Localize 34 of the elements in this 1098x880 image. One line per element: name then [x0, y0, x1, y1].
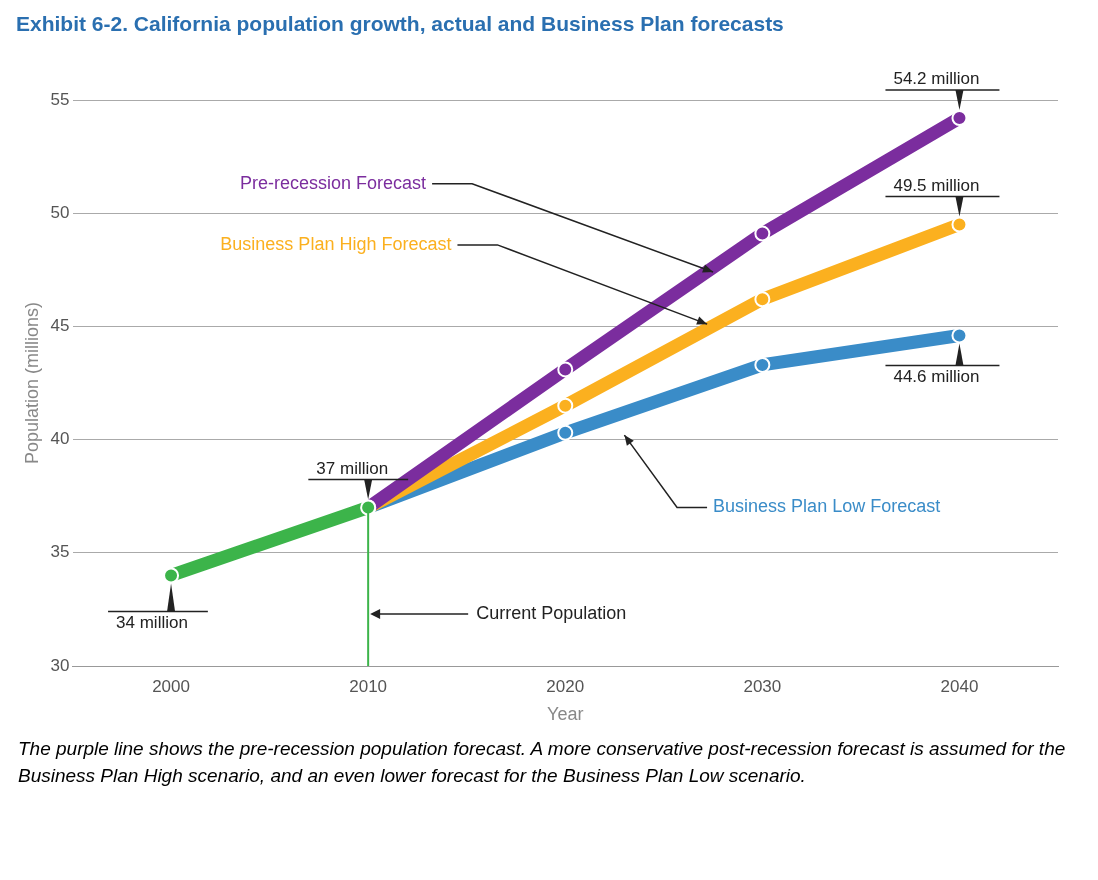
- x-tick-label: 2010: [349, 676, 388, 696]
- y-axis-title: Population (millions): [21, 301, 42, 465]
- point: [951, 327, 968, 344]
- point: [951, 216, 968, 233]
- data-label: 34 million: [116, 612, 188, 632]
- point: [557, 397, 574, 414]
- point: [557, 361, 574, 378]
- text: Pre-recession Forecast: [240, 172, 427, 193]
- y-tick-label: 50: [50, 202, 70, 222]
- y-tick-label: 30: [50, 655, 70, 675]
- point: [754, 291, 771, 308]
- text: The purple line shows the pre-recession population forecast. A more conservative post-recession forecast is assumed for the Business Plan High scenario, and an even lower forecast for the Business Plan Low scenario.: [17, 737, 1067, 788]
- point: [754, 356, 771, 373]
- text: Business Plan High Forecast: [220, 233, 452, 254]
- point: [754, 225, 771, 242]
- point: [557, 424, 574, 441]
- y-tick-label: 40: [50, 429, 70, 449]
- y-tick-label: 35: [50, 542, 70, 562]
- x-tick-label: 2040: [940, 676, 979, 696]
- data-label: 44.6 million: [893, 366, 980, 386]
- text: Business Plan Low Forecast: [713, 496, 941, 517]
- point: [951, 110, 968, 127]
- y-tick-label: 45: [50, 316, 70, 336]
- chart-title: Exhibit 6-2. California population growth, actual and Business Plan forecasts: [15, 11, 785, 37]
- data-label: 37 million: [316, 458, 389, 478]
- x-tick-label: 2030: [743, 676, 782, 696]
- y-tick-label: 55: [50, 89, 70, 109]
- x-tick-label: 2020: [546, 676, 585, 696]
- data-label: 49.5 million: [893, 175, 980, 195]
- x-axis-title: Year: [547, 704, 584, 725]
- point: [163, 567, 180, 584]
- data-label: 54.2 million: [893, 69, 980, 89]
- x-tick-label: 2000: [152, 676, 190, 696]
- ref-line-label: Current Population: [476, 602, 627, 623]
